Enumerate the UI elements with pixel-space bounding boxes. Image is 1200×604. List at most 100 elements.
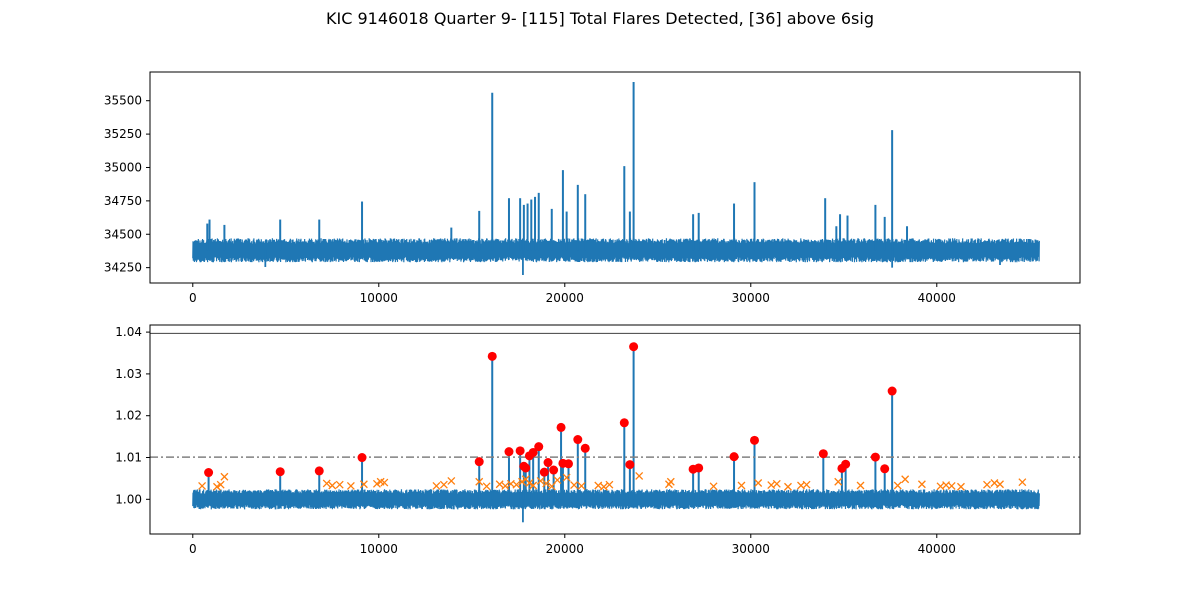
candidate-marker bbox=[553, 476, 562, 485]
flare-marker bbox=[487, 351, 497, 361]
y-tick-label: 35250 bbox=[104, 127, 142, 141]
flare-marker bbox=[729, 452, 739, 462]
x-tick-label: 30000 bbox=[732, 542, 770, 556]
candidate-marker bbox=[529, 481, 538, 490]
y-tick-label: 1.00 bbox=[115, 492, 142, 506]
candidate-marker bbox=[447, 476, 456, 485]
y-tick-label: 1.03 bbox=[115, 367, 142, 381]
flare-marker bbox=[504, 447, 514, 457]
candidate-marker bbox=[983, 480, 991, 489]
flare-marker bbox=[543, 458, 553, 468]
candidate-marker bbox=[198, 481, 207, 490]
candidate-marker bbox=[216, 480, 225, 489]
flux-series-line bbox=[192, 238, 1040, 263]
x-tick-label: 40000 bbox=[918, 542, 956, 556]
flare-marker bbox=[629, 342, 639, 352]
candidate-marker bbox=[802, 480, 811, 489]
candidate-marker bbox=[475, 477, 484, 486]
normalized-flux-panel: 0 10000 20000 30000 40000 1.00 1.01 1.02 1.03 1.0… bbox=[115, 324, 1081, 556]
candidate-marker bbox=[562, 473, 571, 482]
candidate-marker bbox=[605, 480, 614, 489]
candidate-marker bbox=[482, 482, 491, 491]
candidate-marker bbox=[536, 476, 545, 485]
flare-marker bbox=[521, 463, 531, 473]
candidate-marker bbox=[784, 482, 792, 491]
y-tick-label: 34750 bbox=[104, 194, 142, 208]
flare-marker bbox=[564, 459, 573, 469]
x-tick-label: 40000 bbox=[918, 291, 956, 305]
flare-marker bbox=[619, 418, 629, 428]
candidate-marker bbox=[220, 472, 229, 481]
candidate-marker bbox=[439, 480, 448, 489]
plot-area bbox=[150, 332, 1080, 523]
flux-series-line bbox=[192, 489, 1040, 510]
candidate-marker bbox=[525, 479, 534, 487]
flare-marker bbox=[841, 459, 851, 469]
x-tick-label: 0 bbox=[189, 291, 197, 305]
candidate-marker bbox=[372, 479, 381, 488]
candidate-marker bbox=[893, 481, 902, 490]
y-tick-label: 1.04 bbox=[115, 325, 142, 339]
candidate-marker bbox=[901, 475, 910, 484]
flare-marker bbox=[528, 447, 538, 457]
x-tick-label: 10000 bbox=[360, 542, 398, 556]
y-tick-label: 35000 bbox=[104, 160, 142, 174]
candidate-marker bbox=[512, 480, 521, 489]
candidate-marker bbox=[737, 481, 746, 490]
x-tick-label: 10000 bbox=[360, 291, 398, 305]
flare-marker bbox=[625, 460, 635, 470]
candidate-marker bbox=[834, 477, 843, 486]
flare-marker bbox=[870, 452, 880, 462]
candidate-marker bbox=[635, 471, 644, 480]
candidate-marker bbox=[432, 481, 441, 490]
candidate-marker bbox=[570, 481, 579, 490]
candidate-marker bbox=[322, 479, 331, 488]
flare-marker bbox=[357, 453, 367, 463]
flare-marker bbox=[573, 435, 583, 445]
flare-marker bbox=[539, 467, 549, 477]
flare-marker bbox=[750, 435, 759, 445]
candidate-marker bbox=[328, 481, 337, 490]
flare-marker bbox=[580, 443, 590, 453]
candidate-marker bbox=[947, 481, 956, 490]
flare-marker bbox=[556, 422, 566, 432]
y-tick-label: 35500 bbox=[104, 94, 142, 108]
candidate-marker bbox=[917, 480, 926, 489]
flare-marker bbox=[887, 386, 897, 396]
y-tick-label: 1.01 bbox=[115, 451, 142, 465]
y-tick-label: 34250 bbox=[104, 261, 142, 275]
x-tick-label: 20000 bbox=[546, 291, 584, 305]
candidate-marker bbox=[709, 482, 718, 491]
candidate-marker bbox=[501, 481, 510, 490]
axes-frame bbox=[149, 71, 1081, 284]
y-tick-label: 1.02 bbox=[115, 409, 142, 423]
flare-marker bbox=[818, 449, 828, 459]
axes-frame bbox=[149, 324, 1081, 535]
candidate-marker bbox=[542, 479, 551, 488]
flare-marker bbox=[314, 466, 324, 476]
flare-marker bbox=[694, 463, 704, 473]
x-tick-label: 30000 bbox=[732, 291, 770, 305]
candidate-marker bbox=[996, 480, 1004, 489]
plot-area bbox=[192, 82, 1040, 275]
candidate-marker bbox=[547, 482, 556, 491]
candidate-marker bbox=[518, 477, 526, 486]
flare-marker bbox=[515, 446, 525, 456]
candidate-marker bbox=[346, 481, 355, 490]
candidate-marker bbox=[1018, 478, 1027, 487]
flare-marker bbox=[204, 468, 214, 478]
candidate-marker bbox=[856, 481, 865, 490]
y-tick-label: 34500 bbox=[104, 227, 142, 241]
flare-marker bbox=[474, 457, 484, 467]
flare-marker bbox=[549, 465, 559, 475]
candidate-marker bbox=[599, 482, 608, 491]
raw-flux-panel: 0 10000 20000 30000 40000 34250 34500 34750 3500… bbox=[104, 71, 1081, 305]
candidate-marker bbox=[495, 480, 504, 489]
candidate-marker bbox=[359, 480, 368, 489]
candidate-marker bbox=[772, 479, 781, 488]
candidate-marker bbox=[577, 481, 586, 490]
x-tick-label: 20000 bbox=[546, 542, 584, 556]
flare-marker bbox=[880, 464, 890, 474]
